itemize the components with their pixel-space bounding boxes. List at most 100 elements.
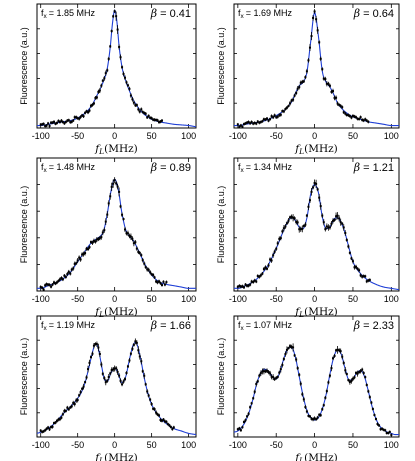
data-point (324, 226, 327, 232)
data-point (101, 371, 104, 376)
x-tick-label: -50 (71, 440, 84, 450)
data-point (330, 365, 333, 372)
data-point (299, 226, 302, 232)
data-point (287, 217, 290, 224)
data-point (57, 279, 60, 283)
data-point (285, 221, 288, 226)
data-point (335, 348, 338, 352)
data-point (390, 433, 393, 437)
data-point (246, 121, 249, 125)
data-point (88, 245, 91, 250)
data-point (66, 119, 69, 123)
data-point (137, 249, 140, 255)
data-point (163, 419, 166, 424)
data-point (321, 67, 324, 72)
data-point (382, 428, 385, 432)
data-point (312, 185, 315, 190)
data-point (153, 118, 156, 122)
data-point (241, 284, 244, 288)
trap-frequency-label: fx = 1.34 MHz (238, 162, 293, 174)
data-point (353, 375, 356, 380)
data-point (259, 370, 262, 376)
data-point (104, 70, 107, 76)
data-point (64, 275, 67, 279)
data-point (47, 121, 50, 126)
data-point (103, 375, 106, 381)
data-point (321, 213, 324, 218)
data-point (84, 111, 87, 115)
data-point (76, 258, 79, 263)
data-point (316, 187, 319, 192)
data-point (155, 279, 158, 284)
data-point (290, 344, 293, 350)
data-point (66, 272, 69, 277)
trap-frequency-label: fx = 1.85 MHz (41, 8, 96, 20)
data-point (160, 419, 163, 423)
data-point (171, 427, 174, 431)
data-point (54, 420, 57, 425)
x-tick-label: 50 (147, 294, 157, 304)
x-tick-label: -100 (32, 440, 50, 450)
data-point (298, 225, 301, 233)
data-point (69, 405, 72, 409)
data-point (244, 283, 247, 287)
data-point (261, 119, 264, 123)
data-point (327, 380, 330, 385)
data-point (85, 109, 88, 113)
data-point (76, 397, 79, 403)
data-point (115, 11, 118, 21)
data-point (165, 280, 168, 284)
data-point (113, 365, 116, 372)
data-point (149, 397, 152, 402)
x-tick-label: -100 (32, 294, 50, 304)
data-point (92, 101, 95, 106)
y-axis-label: Fluorescence (a.u.) (216, 338, 226, 416)
x-tick-label: 100 (181, 440, 196, 450)
data-point (73, 115, 76, 119)
data-point (287, 346, 290, 350)
data-point (63, 273, 66, 278)
data-point (156, 118, 159, 122)
data-point (160, 283, 163, 287)
data-point (324, 396, 327, 400)
data-point (252, 280, 255, 284)
data-point (285, 346, 288, 354)
data-point (112, 14, 115, 18)
data-point (347, 244, 350, 249)
data-point (279, 235, 282, 241)
data-point (276, 241, 279, 246)
data-point (97, 89, 100, 95)
data-point (361, 367, 364, 372)
x-tick-label: -100 (229, 131, 247, 141)
data-point (315, 417, 318, 421)
data-point (322, 403, 325, 407)
data-point (55, 121, 58, 125)
data-point (63, 121, 66, 125)
data-point (91, 351, 94, 356)
data-point (138, 109, 141, 114)
data-point (298, 84, 301, 90)
data-point (328, 83, 331, 88)
chart-panel-2: -100 -50 0 50 100 fL(MHz) Fluorescence (a.u.) f… (216, 3, 400, 156)
data-point (41, 286, 44, 290)
modulation-index-label: β = 2.33 (353, 319, 394, 332)
data-point (54, 122, 57, 126)
data-point (41, 122, 44, 126)
data-point (60, 415, 63, 420)
data-point (350, 256, 353, 261)
data-point (313, 179, 316, 187)
data-point (156, 280, 159, 285)
data-point (276, 375, 279, 379)
data-point (312, 15, 315, 21)
data-point (324, 76, 327, 82)
data-point (64, 409, 67, 413)
data-point (305, 213, 308, 218)
data-point (298, 372, 301, 377)
x-tick-label: 50 (348, 294, 358, 304)
data-point (264, 118, 267, 122)
data-point (87, 110, 90, 115)
data-point (103, 227, 106, 233)
data-point (116, 368, 119, 375)
data-point (281, 109, 284, 113)
data-point (119, 54, 122, 61)
